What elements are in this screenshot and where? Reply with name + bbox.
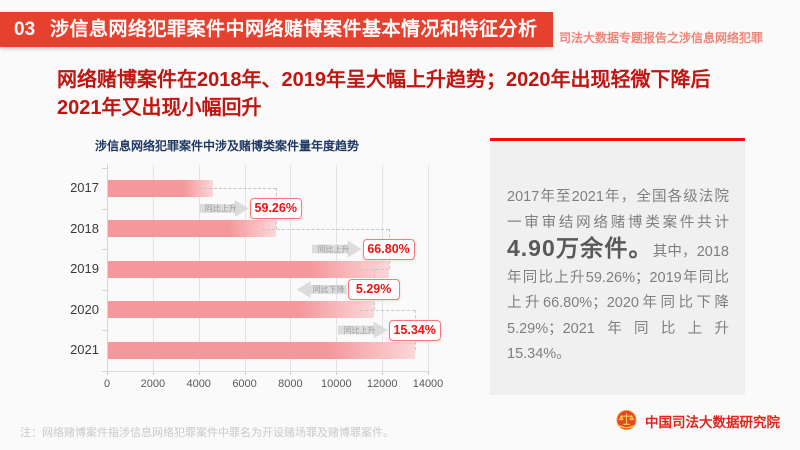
chart-bar	[108, 341, 415, 359]
x-axis-tick	[382, 370, 384, 375]
y-axis-tick	[102, 289, 107, 291]
report-subtitle: 司法大数据专题报告之涉信息网络犯罪	[559, 31, 764, 45]
yoy-arrow-up: 同比上升	[311, 240, 362, 258]
x-axis-tick	[290, 370, 292, 375]
chart-bar	[108, 260, 389, 278]
yoy-arrow-up: 同比上升	[198, 200, 249, 217]
chart-title: 涉信息网络犯罪案件中涉及赌博类案件量年度趋势	[95, 139, 360, 153]
x-axis-line	[107, 370, 428, 372]
percent-badge: 59.26%	[249, 198, 302, 219]
y-axis-tick	[102, 249, 107, 250]
y-axis-line	[107, 164, 108, 371]
y-axis-tick	[102, 208, 107, 210]
x-axis-label: 6000	[232, 377, 257, 390]
summary-total: 4.90万余件。	[507, 235, 653, 261]
section-number: 03	[14, 19, 36, 40]
footnote: 注：网络赌博案件指涉信息网络犯罪案件中罪名为开设赌场罪及赌博罪案件。	[20, 427, 394, 439]
x-axis-label: 8000	[278, 377, 303, 390]
org-name: 中国司法大数据研究院	[645, 414, 780, 430]
percent-badge: 15.34%	[388, 319, 441, 341]
summary-text: 2017年至2021年，全国各级法院一审审结网络赌博类案件共计 4.90万余件。其…	[507, 185, 729, 368]
x-axis-label: 4000	[186, 377, 211, 390]
percent-badge: 66.80%	[362, 238, 415, 260]
org-logo: 中国司法大数据研究院	[615, 409, 780, 432]
connector-dashed-horizontal	[359, 309, 415, 311]
chart-bar	[108, 179, 213, 197]
x-axis-label: 2000	[140, 377, 166, 390]
yoy-arrow-up: 同比上升	[337, 321, 388, 339]
connector-dashed-horizontal	[261, 228, 389, 230]
chart-bar	[108, 301, 374, 319]
x-axis-tick	[244, 370, 246, 375]
y-axis-tick	[102, 330, 107, 331]
y-axis-category-label: 2019	[70, 261, 99, 277]
key-finding-headline: 网络赌博案件在2018年、2019年呈大幅上升趋势；2020年出现轻微下降后 2…	[57, 66, 710, 122]
headline-line2: 2021年又出现小幅回升	[57, 97, 262, 119]
percent-badge: 5.29%	[347, 279, 400, 300]
headline-line1: 网络赌博案件在2018年、2019年呈大幅上升趋势；2020年出现轻微下降后	[57, 69, 711, 91]
x-axis-label: 12000	[366, 377, 398, 390]
x-axis-tick	[152, 370, 154, 375]
x-axis-tick	[336, 370, 338, 375]
summary-panel: 2017年至2021年，全国各级法院一审审结网络赌博类案件共计 4.90万余件。其…	[490, 143, 745, 395]
x-axis-label: 10000	[320, 377, 352, 390]
y-axis-category-label: 2017	[70, 180, 99, 196]
chart-bar	[108, 220, 276, 238]
chart-gridline	[428, 165, 429, 371]
x-axis-label: 0	[103, 377, 111, 390]
connector-dashed-horizontal	[198, 188, 276, 190]
y-axis-tick	[102, 168, 107, 169]
y-axis-category-label: 2021	[70, 342, 99, 358]
yoy-arrow-down: 同比下降	[296, 281, 347, 298]
x-axis-label: 14000	[412, 377, 444, 390]
panel-accent-line	[490, 138, 745, 141]
x-axis-tick	[107, 370, 108, 375]
section-header-bar: 03 涉信息网络犯罪案件中网络赌博案件基本情况和特征分析	[0, 12, 553, 47]
y-axis-tick	[102, 370, 107, 372]
court-emblem-icon	[616, 409, 637, 431]
x-axis-tick	[198, 370, 200, 375]
summary-detail: 其中，2018年同比上升59.26%；2019年同比上升66.80%；2020年…	[507, 244, 729, 362]
x-axis-tick	[428, 370, 429, 375]
summary-intro: 2017年至2021年，全国各级法院一审审结网络赌博类案件共计	[507, 189, 729, 231]
y-axis-category-label: 2018	[70, 220, 99, 236]
y-axis-category-label: 2020	[70, 301, 99, 317]
section-title: 涉信息网络犯罪案件中网络赌博案件基本情况和特征分析	[50, 19, 538, 40]
